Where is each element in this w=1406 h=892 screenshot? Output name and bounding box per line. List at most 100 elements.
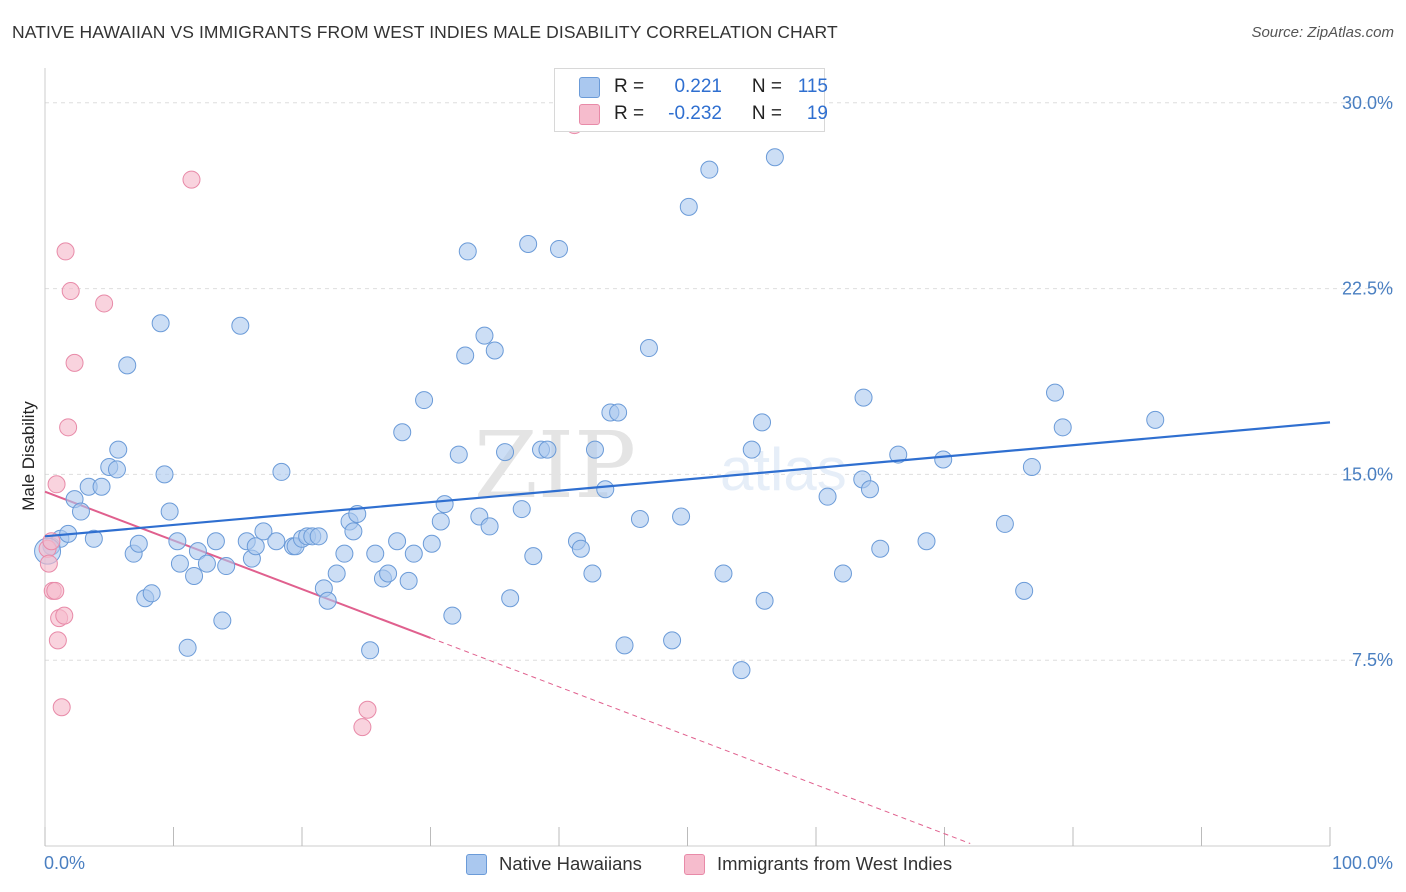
data-point <box>118 356 137 375</box>
legend-label: Immigrants from West Indies <box>717 853 953 874</box>
blue-swatch <box>466 853 487 875</box>
source-label: Source: ZipAtlas.com <box>1251 24 1394 41</box>
trend-line <box>44 421 1331 538</box>
data-point <box>714 564 733 583</box>
data-point <box>47 475 66 494</box>
data-point <box>1053 418 1072 437</box>
data-point <box>388 532 407 551</box>
watermark: ZIP atlas <box>474 412 847 519</box>
data-point <box>700 160 719 179</box>
legend-row-west-indies: R = -0.232 N = 19 <box>579 101 828 127</box>
data-point <box>142 584 161 603</box>
data-point <box>458 242 477 261</box>
data-point <box>46 581 65 600</box>
data-point <box>327 564 346 583</box>
data-point <box>871 539 890 558</box>
trend-line-dashed <box>430 637 971 844</box>
data-point <box>246 537 265 556</box>
trend-line-solid <box>44 490 431 639</box>
data-point <box>56 242 75 261</box>
data-point <box>732 661 751 680</box>
y-tick-label: 22.5% <box>1342 279 1393 299</box>
data-point <box>155 465 174 484</box>
data-point <box>934 450 953 469</box>
data-point <box>742 440 761 459</box>
data-point <box>854 388 873 407</box>
data-point <box>366 544 385 563</box>
y-tick-label: 7.5% <box>1352 650 1393 670</box>
data-point <box>182 170 201 189</box>
data-point <box>217 557 236 576</box>
data-point <box>415 391 434 410</box>
x-tick-label-max: 100.0% <box>1332 853 1393 873</box>
data-point <box>456 346 475 365</box>
data-point <box>267 532 286 551</box>
data-point <box>860 480 879 499</box>
y-tick-label: 15.0% <box>1342 464 1393 484</box>
data-point <box>109 440 128 459</box>
data-point <box>524 547 543 566</box>
r-label: R = <box>614 76 645 97</box>
data-point <box>755 591 774 610</box>
n-value: 115 <box>797 76 828 97</box>
n-label: N = <box>751 76 782 97</box>
data-point <box>213 611 232 630</box>
data-point <box>583 564 602 583</box>
chart-title: NATIVE HAWAIIAN VS IMMIGRANTS FROM WEST … <box>12 22 838 42</box>
data-point <box>1046 383 1065 402</box>
data-point <box>92 477 111 496</box>
y-axis-title: Male Disability <box>19 401 38 511</box>
data-point <box>1015 581 1034 600</box>
y-tick-label: 30.0% <box>1342 93 1393 113</box>
data-point <box>571 539 590 558</box>
data-point <box>818 487 837 506</box>
r-value: -0.232 <box>668 103 722 124</box>
data-point <box>449 445 468 464</box>
data-point <box>663 631 682 650</box>
data-point <box>61 282 80 301</box>
data-point <box>615 636 634 655</box>
data-point <box>630 509 649 528</box>
data-point <box>501 589 520 608</box>
data-point <box>538 440 557 459</box>
n-value: 19 <box>806 103 828 124</box>
legend-item-native-hawaiians: Native Hawaiians <box>466 852 642 876</box>
data-point <box>1146 410 1165 429</box>
data-point <box>917 532 936 551</box>
data-point <box>254 522 273 541</box>
data-point <box>272 462 291 481</box>
data-point <box>443 606 462 625</box>
data-point <box>39 554 58 573</box>
data-point <box>318 591 337 610</box>
data-point <box>995 514 1014 533</box>
data-point <box>344 522 363 541</box>
pink-swatch <box>579 103 600 125</box>
data-point <box>170 554 189 573</box>
data-point <box>609 403 628 422</box>
data-point <box>160 502 179 521</box>
x-tick-label-min: 0.0% <box>44 853 85 873</box>
grid-lines <box>45 102 1393 661</box>
r-label: R = <box>614 103 645 124</box>
data-point <box>585 440 604 459</box>
data-point <box>206 532 225 551</box>
data-point <box>393 423 412 442</box>
pink-swatch <box>684 853 705 875</box>
data-point <box>55 606 74 625</box>
data-point <box>596 480 615 499</box>
data-point <box>431 512 450 531</box>
data-point <box>404 544 423 563</box>
data-point <box>889 445 908 464</box>
data-point <box>1022 457 1041 476</box>
data-point <box>59 418 78 437</box>
data-point <box>753 413 772 432</box>
stats-legend: R = 0.221 N = 115 R = -0.232 N = 19 <box>554 68 828 132</box>
data-point <box>512 500 531 519</box>
watermark-zip: ZIP <box>474 412 636 519</box>
data-point <box>48 631 67 650</box>
legend-row-native-hawaiians: R = 0.221 N = 115 <box>579 74 828 100</box>
data-point <box>361 641 380 660</box>
data-point <box>71 502 90 521</box>
data-point <box>422 534 441 553</box>
